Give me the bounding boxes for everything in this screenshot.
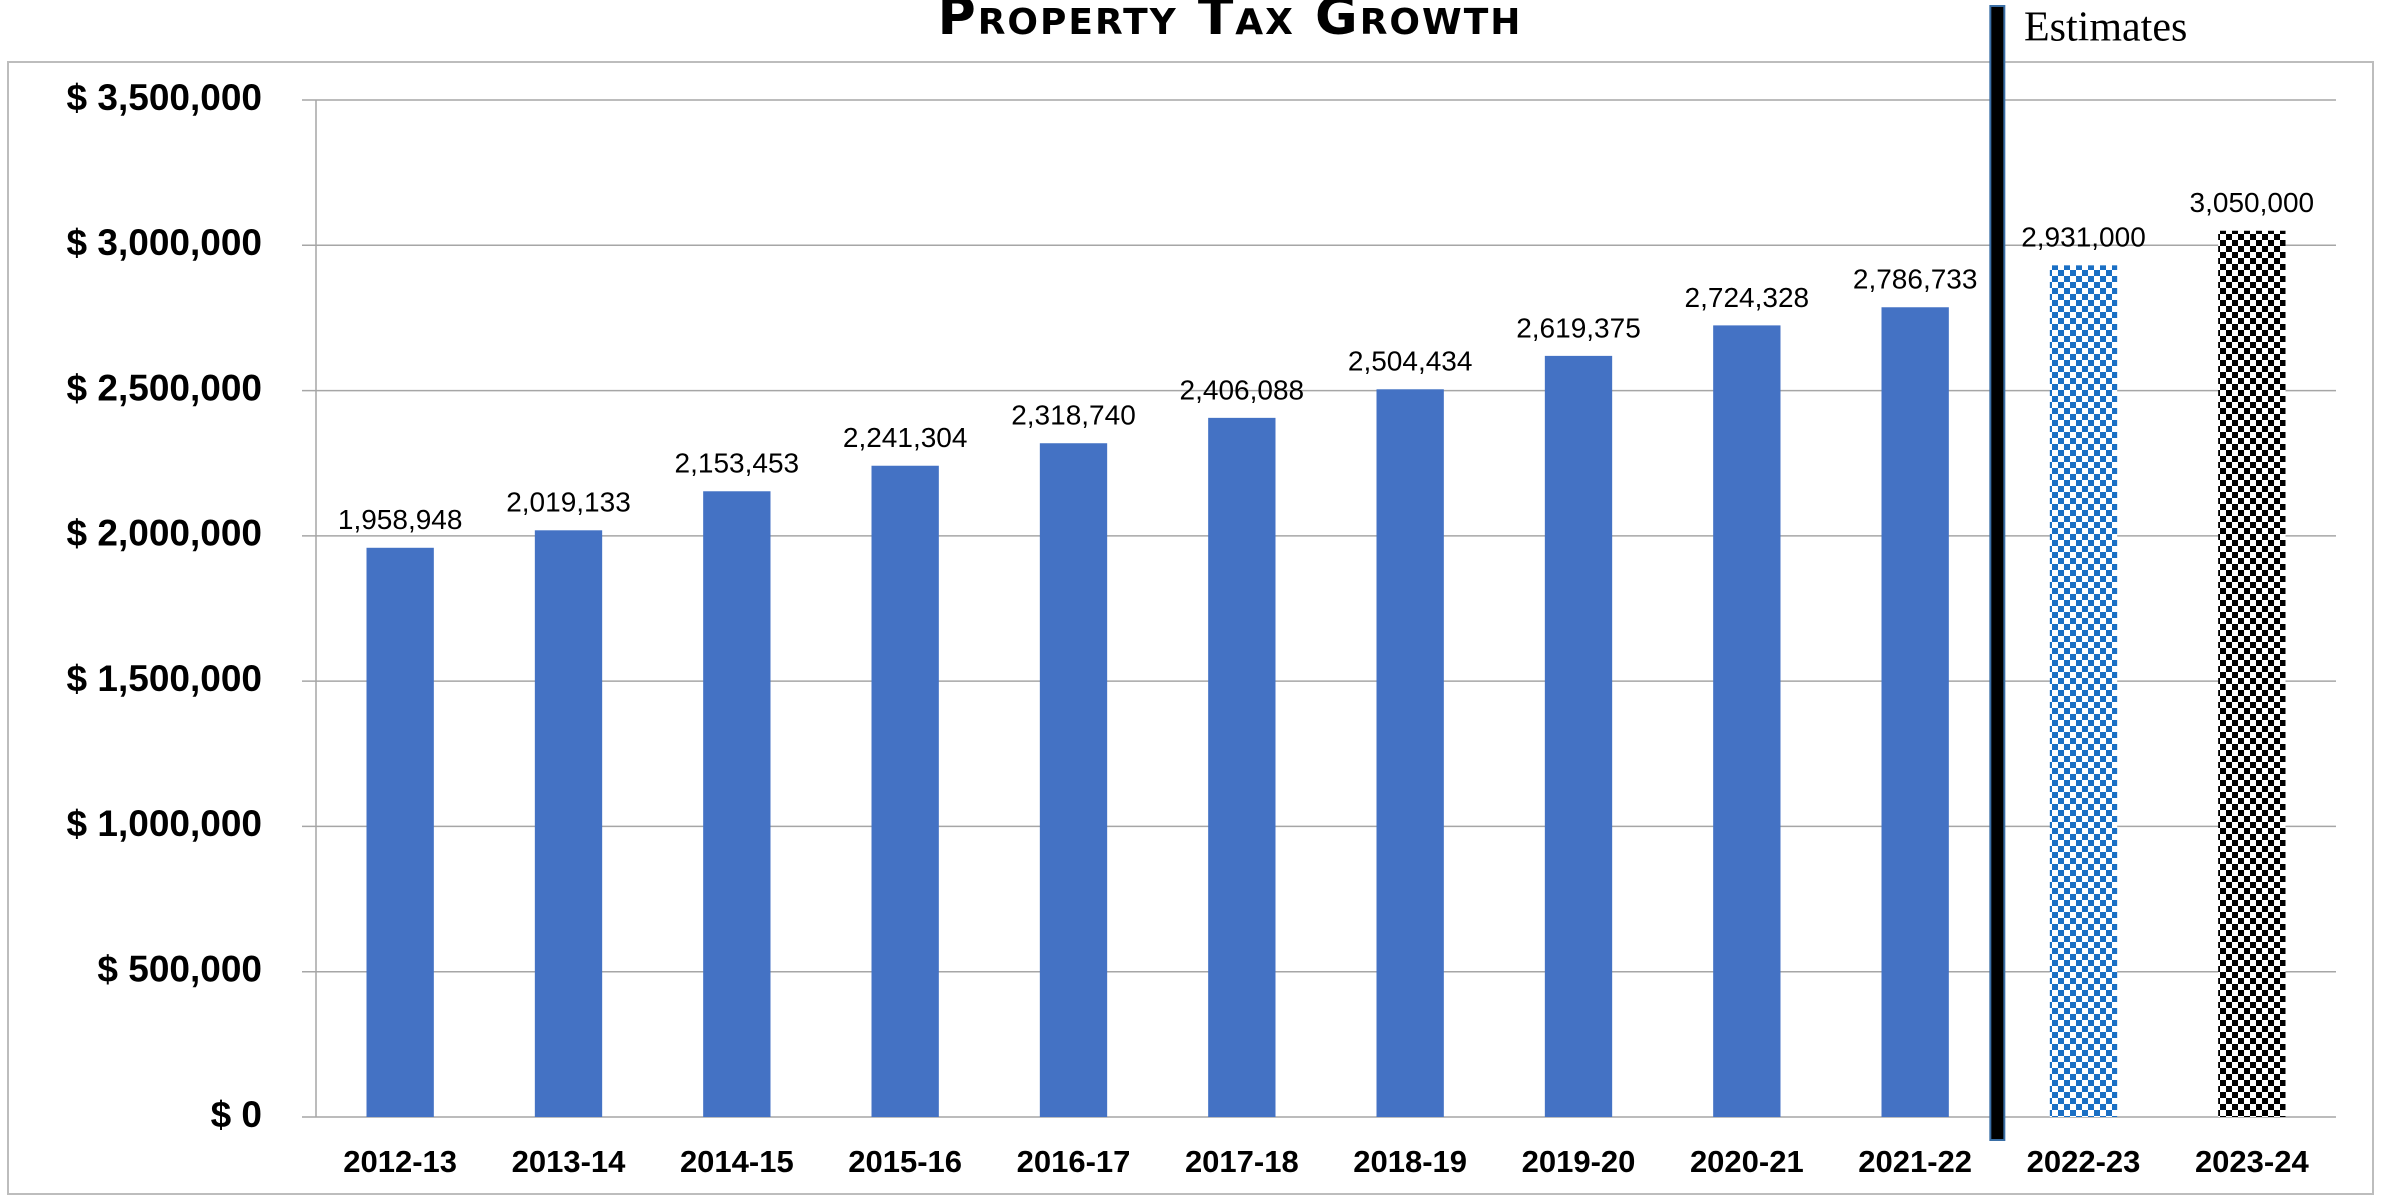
value-label: 1,958,948 (338, 504, 463, 535)
value-label: 2,504,434 (1348, 346, 1473, 377)
value-label: 2,724,328 (1685, 282, 1810, 313)
x-tick-label: 2019-20 (1522, 1144, 1636, 1179)
bar (1039, 443, 1108, 1117)
y-tick-label: $ 2,500,000 (67, 367, 262, 408)
chart-title: Property Tax Growth (938, 0, 1523, 47)
y-tick-label: $ 1,000,000 (67, 803, 262, 844)
bar (1544, 355, 1613, 1117)
bar (1376, 389, 1444, 1117)
bar (1208, 417, 1276, 1117)
y-tick-label: $ 2,000,000 (67, 513, 262, 554)
value-label: 2,019,133 (506, 487, 631, 518)
annotation: Estimates (2024, 5, 2187, 51)
x-tick-label: 2023-24 (2195, 1144, 2310, 1179)
value-label: 2,406,088 (1180, 374, 1305, 405)
x-tick-label: 2020-21 (1690, 1144, 1804, 1179)
bar (2049, 265, 2118, 1117)
bar (871, 465, 939, 1117)
x-tick-label: 2017-18 (1185, 1144, 1299, 1179)
value-label: 3,050,000 (2190, 187, 2315, 218)
x-tick-label: 2018-19 (1353, 1144, 1467, 1179)
x-tick-label: 2015-16 (848, 1144, 962, 1179)
bar (534, 530, 603, 1117)
value-label: 2,619,375 (1516, 312, 1641, 343)
y-tick-label: $ 1,500,000 (67, 658, 262, 699)
value-label: 2,318,740 (1011, 400, 1136, 431)
x-tick-label: 2022-23 (2027, 1144, 2141, 1179)
chart-frame (7, 61, 2374, 1195)
y-tick-label: $ 500,000 (97, 948, 262, 989)
y-tick-label: $ 0 (211, 1094, 262, 1135)
x-tick-label: 2016-17 (1017, 1144, 1131, 1179)
value-label: 2,241,304 (843, 422, 968, 453)
x-tick-label: 2012-13 (343, 1144, 457, 1179)
bar (2218, 230, 2286, 1117)
bar (703, 491, 771, 1118)
bar (366, 547, 434, 1117)
x-tick-label: 2013-14 (512, 1144, 627, 1179)
x-tick-label: 2014-15 (680, 1144, 794, 1179)
x-tick-label: 2021-22 (1858, 1144, 1972, 1179)
bar (1713, 325, 1781, 1117)
value-label: 2,786,733 (1853, 264, 1978, 295)
value-label: 2,931,000 (2021, 222, 2146, 253)
estimates-divider (1989, 5, 2006, 1141)
y-tick-label: $ 3,000,000 (67, 222, 262, 263)
y-tick-label: $ 3,500,000 (67, 77, 262, 118)
bar (1881, 307, 1949, 1117)
value-label: 2,153,453 (675, 448, 800, 479)
